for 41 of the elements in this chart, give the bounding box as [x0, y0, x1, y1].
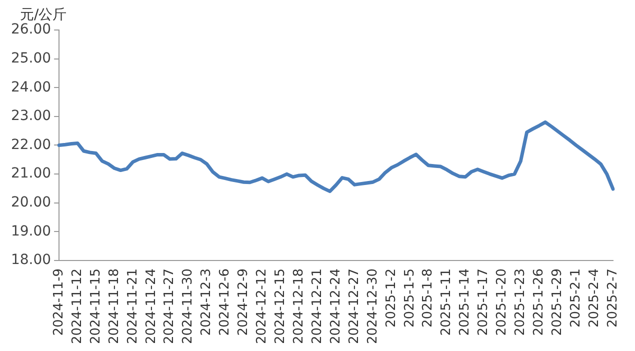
- y-tick-label: 25.00: [10, 50, 52, 66]
- y-tick-label: 22.00: [10, 136, 52, 153]
- x-tick-label: 2025-1-26: [532, 268, 547, 336]
- x-tick-label: 2025-1-5: [402, 268, 418, 328]
- x-tick-label: 2024-12-18: [291, 268, 306, 344]
- x-tick-label: 2024-11-15: [88, 268, 104, 344]
- y-tick-label: 18.00: [10, 252, 52, 268]
- x-tick-label: 2025-2-7: [605, 268, 620, 328]
- x-tick-label: 2025-1-29: [550, 268, 565, 336]
- x-tick-label: 2024-11-30: [180, 268, 196, 344]
- y-tick-label: 23.00: [10, 108, 52, 124]
- x-tick-label: 2025-1-2: [384, 268, 399, 328]
- x-tick-label: 2024-12-21: [310, 268, 325, 344]
- y-tick-label: 20.00: [10, 194, 52, 210]
- x-tick-label: 2024-12-3: [199, 268, 214, 336]
- x-tick-label: 2025-2-1: [568, 268, 584, 328]
- x-tick-label: 2024-12-24: [328, 268, 344, 344]
- x-tick-label: 2025-1-14: [458, 268, 473, 336]
- x-tick-label: 2025-1-23: [513, 268, 528, 336]
- x-tick-label: 2024-11-9: [51, 268, 66, 336]
- y-axis-title: 元/公斤: [20, 6, 67, 23]
- x-tick-label: 2024-11-27: [162, 268, 178, 344]
- x-tick-label: 2025-1-17: [476, 268, 492, 336]
- x-tick-label: 2024-12-30: [365, 268, 380, 344]
- x-tick-label: 2024-11-24: [144, 268, 159, 344]
- x-tick-label: 2024-12-12: [254, 268, 270, 344]
- x-tick-label: 2024-11-18: [106, 268, 122, 344]
- x-tick-label: 2024-11-12: [70, 268, 85, 344]
- x-tick-label: 2024-12-6: [218, 268, 233, 336]
- y-tick-label: 19.00: [10, 223, 52, 240]
- x-tick-label: 2025-1-20: [494, 268, 510, 336]
- y-tick-label: 26.00: [10, 22, 52, 38]
- y-tick-label: 24.00: [10, 79, 52, 96]
- x-tick-label: 2024-12-9: [236, 268, 252, 336]
- y-tick-label: 21.00: [10, 166, 52, 182]
- x-tick-label: 2025-1-8: [420, 268, 436, 328]
- x-tick-label: 2024-12-15: [273, 268, 288, 344]
- x-tick-label: 2024-12-27: [346, 268, 362, 344]
- x-tick-label: 2024-11-21: [125, 268, 140, 344]
- x-tick-label: 2025-2-4: [586, 268, 602, 328]
- x-tick-label: 2025-1-11: [439, 268, 454, 336]
